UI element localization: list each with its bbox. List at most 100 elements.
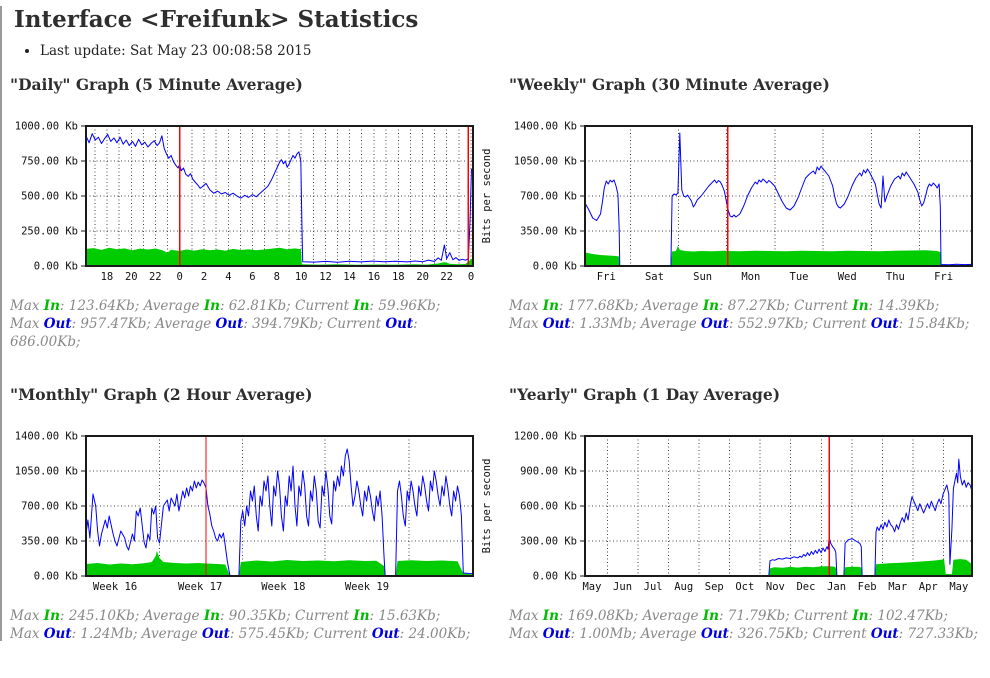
out-label: Out (870, 315, 899, 332)
out-traffic-line (585, 459, 973, 577)
stats-out-line: Max Out: 1.33Mb; Average Out: 552.97Kb; … (509, 315, 970, 332)
x-axis-label: Week 19 (345, 581, 389, 593)
x-axis-label: Apr (919, 581, 938, 593)
x-axis-label: May (949, 581, 968, 593)
weekly-graph-image: 1400.00 Kb 1050.00 Kb 700.00 Kb 350.00 Kb 0.… (481, 121, 973, 283)
x-axis-label: Week 18 (261, 581, 305, 593)
x-axis-label: 22 (440, 271, 453, 283)
y-axis-label: 350.00 Kb (520, 226, 577, 238)
x-axis-label: Fri (597, 271, 616, 283)
in-label: In (353, 298, 370, 314)
y-axis-label: 1400.00 Kb (15, 431, 78, 443)
monthly-graph-title: "Monthly" Graph (2 Hour Average) (10, 385, 313, 405)
stats-out-line: Max Out: 957.47Kb; Average Out: 394.79Kb… (10, 315, 418, 350)
x-axis-label: Mon (741, 271, 760, 283)
in-label: In (43, 608, 60, 625)
monthly-section: "Monthly" Graph (2 Hour Average) 1400.00… (2, 385, 480, 644)
monthly-graph-image: 1400.00 Kb 1050.00 Kb 700.00 Kb 350.00 Kb 0.… (15, 431, 474, 593)
y-axis-label: 0.00 Kb (34, 261, 78, 273)
x-axis-label: 20 (416, 271, 429, 283)
x-axis-label: 4 (225, 271, 231, 283)
yearly-traffic-stats: Max In: 169.08Kb; Average In: 71.79Kb; C… (509, 608, 990, 644)
x-axis-label: Jun (613, 581, 632, 593)
page-title: Interface <Freifunk> Statistics (14, 6, 419, 33)
in-label: In (702, 298, 719, 314)
x-axis-label: 18 (101, 271, 114, 283)
yearly-graph-image: 1200.00 Kb 900.00 Kb 600.00 Kb 300.00 Kb 0.0… (481, 431, 973, 593)
x-axis-label: 0 (176, 271, 182, 283)
out-label: Out (385, 315, 414, 332)
x-axis-label: Thu (886, 271, 905, 283)
graphs-grid: "Daily" Graph (5 Minute Average) 1000.00… (2, 75, 990, 678)
monthly-traffic-stats: Max In: 245.10Kb; Average In: 90.35Kb; C… (10, 608, 480, 644)
x-axis-label: Jan (827, 581, 846, 593)
y-axis-label: 700.00 Kb (21, 501, 78, 513)
out-label: Out (215, 315, 244, 332)
out-label: Out (371, 626, 400, 643)
out-label: Out (542, 315, 571, 332)
last-update-item: Last update: Sat May 23 00:08:58 2015 (40, 43, 990, 59)
out-label: Out (701, 315, 729, 332)
y-axis-legend: Bits per second (481, 149, 493, 244)
x-axis-label: 0 (468, 271, 474, 283)
x-axis-label: 2 (201, 271, 207, 283)
y-axis-label: 500.00 Kb (21, 191, 78, 203)
weekly-section: "Weekly" Graph (30 Minute Average) 1400.… (480, 75, 990, 351)
daily-traffic-stats: Max In: 123.64Kb; Average In: 62.81Kb; C… (10, 298, 480, 351)
x-axis-label: Oct (735, 581, 754, 593)
in-label: In (43, 298, 60, 314)
weekly-graph-title: "Weekly" Graph (30 Minute Average) (509, 75, 830, 94)
x-axis-label: 16 (368, 271, 381, 283)
in-label: In (353, 608, 370, 625)
y-axis-label: 700.00 Kb (520, 191, 577, 203)
x-axis-label: Week 17 (178, 581, 222, 593)
in-label: In (203, 608, 220, 625)
update-list: Last update: Sat May 23 00:08:58 2015 (32, 43, 990, 59)
x-axis-label: May (582, 581, 601, 593)
x-axis-label: Jul (644, 581, 663, 593)
x-axis-label: Feb (858, 581, 877, 593)
plot-border (85, 435, 474, 578)
in-traffic-area (86, 247, 473, 266)
plot-border (85, 125, 474, 267)
out-label: Out (701, 626, 729, 643)
y-axis-label: 1400.00 Kb (514, 121, 577, 133)
x-axis-label: Fri (934, 271, 953, 283)
out-label: Out (43, 626, 72, 643)
y-axis-label: 750.00 Kb (21, 156, 78, 168)
out-traffic-line (85, 448, 474, 577)
y-axis-label: 250.00 Kb (21, 226, 78, 238)
in-traffic-area (86, 551, 473, 577)
y-axis-label: 350.00 Kb (21, 536, 78, 548)
out-label: Out (43, 315, 72, 332)
in-traffic-area (585, 246, 972, 266)
y-axis-label: 0.00 Kb (34, 571, 78, 583)
stats-in-line: Max In: 245.10Kb; Average In: 90.35Kb; C… (10, 608, 441, 625)
stats-in-line: Max In: 169.08Kb; Average In: 71.79Kb; C… (509, 608, 948, 625)
out-label: Out (202, 626, 230, 643)
out-traffic-line (584, 132, 973, 267)
out-label: Out (870, 626, 899, 643)
out-traffic-line (85, 133, 474, 263)
y-axis-label: 1000.00 Kb (15, 121, 78, 133)
x-axis-label: 12 (319, 271, 332, 283)
in-label: In (702, 608, 719, 625)
yearly-graph-title: "Yearly" Graph (1 Day Average) (509, 385, 781, 405)
x-axis-label: Dec (796, 581, 815, 593)
y-axis-label: 1050.00 Kb (15, 466, 78, 478)
x-axis-label: 8 (274, 271, 280, 283)
stats-out-line: Max Out: 1.24Mb; Average Out: 575.45Kb; … (10, 626, 471, 643)
x-axis-label: Tue (790, 271, 809, 283)
x-axis-label: 14 (343, 271, 356, 283)
stats-in-line: Max In: 177.68Kb; Average In: 87.27Kb; C… (509, 298, 940, 314)
in-label: In (852, 298, 869, 314)
y-axis-legend: Bits per second (481, 459, 493, 554)
x-axis-label: Sat (645, 271, 664, 283)
daily-graph-title: "Daily" Graph (5 Minute Average) (10, 75, 303, 94)
daily-graph-image: 1000.00 Kb 750.00 Kb 500.00 Kb 250.00 Kb 0.0… (15, 121, 474, 284)
x-axis-label: Sun (693, 271, 712, 283)
y-axis-label: 1200.00 Kb (514, 431, 577, 443)
x-axis-label: Wed (838, 271, 857, 283)
y-axis-label: 0.00 Kb (533, 571, 577, 583)
in-label: In (542, 608, 559, 625)
